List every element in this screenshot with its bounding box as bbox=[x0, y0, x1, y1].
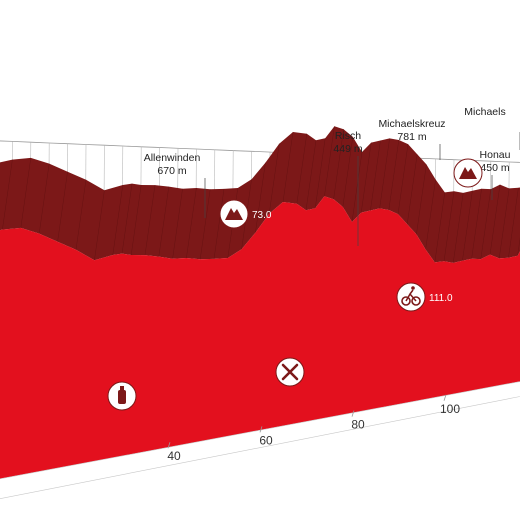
wall-hatch bbox=[158, 186, 170, 257]
x-tick-label: 40 bbox=[167, 449, 181, 463]
wall-hatch bbox=[94, 190, 105, 261]
bike-wheel bbox=[411, 296, 421, 306]
bottle-body bbox=[118, 390, 126, 404]
grid-horizon-line bbox=[0, 140, 520, 163]
place-name: Honau bbox=[480, 149, 511, 161]
profile-front-face-shape bbox=[0, 196, 520, 479]
wall-hatch bbox=[416, 164, 427, 235]
place-altitude: 449 m bbox=[333, 143, 362, 155]
rider-head bbox=[411, 286, 415, 290]
place-name: Michaelskreuz bbox=[378, 118, 445, 130]
mountain-shape bbox=[459, 167, 477, 179]
x-tick-label: 60 bbox=[259, 433, 273, 447]
wall-hatch bbox=[314, 138, 326, 209]
place-name: Risch bbox=[335, 130, 361, 142]
wall-hatch bbox=[452, 192, 464, 263]
x-tick-label: 100 bbox=[440, 402, 460, 416]
x-tick-mark bbox=[443, 394, 447, 401]
bike-wheel bbox=[401, 296, 411, 306]
wall-hatch bbox=[112, 184, 124, 256]
marker-value: 111.0 bbox=[429, 293, 453, 304]
wall-hatch bbox=[508, 187, 519, 258]
wall-hatch bbox=[471, 188, 482, 259]
wall-hatch bbox=[370, 140, 381, 211]
wall-hatch bbox=[397, 144, 409, 215]
x-axis-ticks: 406080100120 bbox=[167, 394, 460, 463]
wall-hatch bbox=[379, 138, 390, 209]
wall-hatch bbox=[172, 188, 183, 259]
wall-hatch bbox=[443, 191, 455, 262]
wall-hatch bbox=[20, 157, 32, 228]
water-bottle-icon bbox=[107, 381, 137, 411]
mountain-icon: 73.0 bbox=[219, 199, 272, 229]
wall-hatch bbox=[268, 143, 280, 214]
bike-frame bbox=[405, 289, 417, 302]
x-tick-label: 80 bbox=[351, 418, 365, 432]
wall-hatch bbox=[480, 189, 492, 260]
wall-hatch bbox=[406, 154, 418, 225]
wall-hatch bbox=[462, 190, 473, 261]
wall-hatch bbox=[38, 163, 50, 234]
profile-front-face bbox=[0, 196, 520, 499]
bike-sprint-icon: 111.0 bbox=[396, 282, 453, 312]
wall-hatch bbox=[489, 184, 501, 255]
place-altitude: 670 m bbox=[157, 165, 186, 177]
mountain-shape bbox=[225, 208, 243, 220]
bottle-cap bbox=[120, 386, 124, 390]
wall-hatch bbox=[130, 184, 142, 256]
x-tick-mark bbox=[167, 442, 171, 449]
place-altitude: 781 m bbox=[397, 131, 426, 143]
wall-hatch bbox=[360, 142, 372, 213]
wall-hatch bbox=[213, 188, 225, 259]
wall-hatch bbox=[351, 151, 363, 223]
wall-hatch bbox=[425, 179, 436, 250]
wall-hatch bbox=[186, 187, 197, 259]
marker-value: 126 bbox=[435, 169, 452, 180]
profile-side-wall-shape bbox=[0, 126, 520, 263]
wall-hatch bbox=[434, 192, 446, 263]
profile-markers: 73.0 126 111.0 bbox=[107, 158, 483, 411]
wall-hatch bbox=[199, 189, 211, 260]
wall-hatch bbox=[282, 131, 294, 203]
marker-value: 73.0 bbox=[252, 210, 272, 221]
fork-knife-shape bbox=[281, 363, 299, 381]
wall-hatch bbox=[333, 129, 344, 200]
wall-hatch bbox=[296, 133, 308, 204]
wall-hatch bbox=[121, 183, 133, 254]
profile-ground-band bbox=[0, 381, 520, 499]
marker-circle bbox=[396, 282, 426, 312]
wall-hatch bbox=[342, 136, 354, 207]
wall-hatch bbox=[305, 140, 317, 211]
wall-hatch bbox=[517, 237, 520, 256]
x-tick-mark bbox=[351, 410, 355, 417]
wall-hatch bbox=[324, 126, 335, 197]
place-name: Michaels bbox=[464, 106, 505, 118]
x-tick-mark bbox=[259, 426, 263, 433]
wall-hatch bbox=[75, 179, 87, 250]
wall-hatch bbox=[57, 171, 68, 242]
mountain-icon: 126 bbox=[435, 158, 483, 188]
wall-hatch bbox=[388, 139, 400, 211]
fork-knife-icon bbox=[275, 357, 305, 387]
wall-hatch bbox=[2, 159, 13, 230]
wall-hatch bbox=[255, 162, 266, 233]
wall-hatch bbox=[144, 185, 156, 256]
place-name: Allenwinden bbox=[144, 152, 201, 164]
wall-hatch bbox=[498, 188, 510, 259]
place-altitude: 450 m bbox=[480, 162, 509, 174]
